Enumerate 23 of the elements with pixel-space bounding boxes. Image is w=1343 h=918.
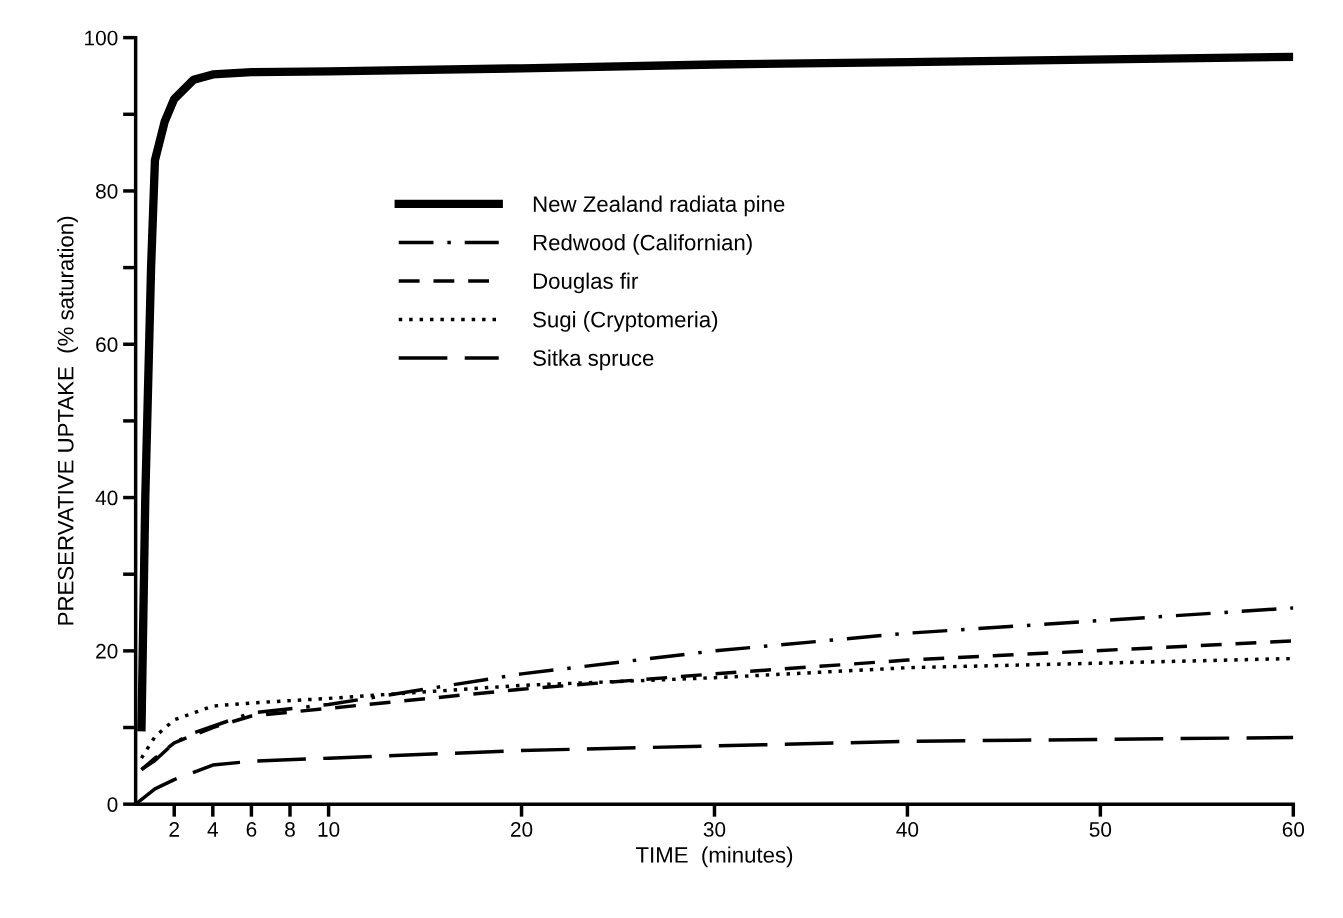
legend-label: Redwood (Californian) bbox=[533, 234, 752, 255]
legend-label: New Zealand radiata pine bbox=[533, 195, 785, 217]
x-tick-label: 20 bbox=[510, 822, 533, 837]
x-tick-label: 30 bbox=[703, 822, 726, 837]
x-tick-label: 8 bbox=[285, 822, 295, 837]
x-tick-label: 40 bbox=[896, 822, 919, 837]
x-tick-label: 6 bbox=[246, 822, 257, 837]
y-tick-label: 80 bbox=[96, 183, 118, 199]
x-tick-label: 10 bbox=[318, 822, 340, 837]
y-axis-title: PRESERVATIVE UPTAKE (% saturation) bbox=[57, 216, 78, 625]
y-tick-label: 20 bbox=[96, 643, 118, 659]
y-tick-label: 0 bbox=[107, 797, 118, 812]
x-tick-label: 4 bbox=[207, 822, 218, 837]
legend-label: Douglas fir bbox=[533, 272, 638, 294]
x-tick-label: 50 bbox=[1089, 822, 1112, 837]
y-tick-label: 100 bbox=[85, 30, 118, 46]
x-tick-label: 60 bbox=[1282, 822, 1305, 837]
legend-label: Sitka spruce bbox=[533, 349, 654, 371]
x-tick-label: 2 bbox=[169, 822, 179, 837]
y-tick-label: 40 bbox=[95, 490, 118, 506]
y-tick-label: 60 bbox=[96, 337, 118, 352]
x-axis-title: TIME (minutes) bbox=[635, 846, 793, 868]
legend-label: Sugi (Cryptomeria) bbox=[533, 311, 718, 332]
